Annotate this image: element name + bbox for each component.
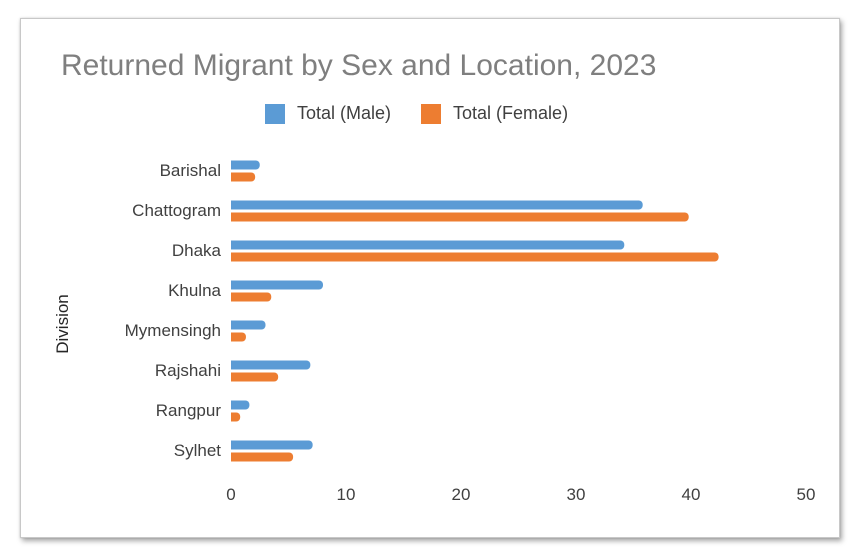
bar-base-male-chattogram xyxy=(231,200,236,210)
bar-male-sylhet xyxy=(231,440,313,450)
legend-item-male: Total (Male) xyxy=(265,103,391,124)
bar-base-male-rangpur xyxy=(231,400,236,410)
bar-base-male-mymensingh xyxy=(231,320,236,330)
bar-female-rajshahi xyxy=(231,372,279,382)
bar-base-female-khulna xyxy=(231,292,236,302)
x-tick-label-20: 20 xyxy=(452,485,471,504)
category-label-rajshahi: Rajshahi xyxy=(155,361,221,380)
chart-legend: Total (Male) Total (Female) xyxy=(265,103,568,124)
chart-title: Returned Migrant by Sex and Location, 20… xyxy=(61,49,657,82)
legend-swatch-female xyxy=(421,103,442,124)
bar-female-chattogram xyxy=(231,212,689,222)
plot-area: Barishal Chattogram Dhaka Khulna Mymensingh R… xyxy=(53,160,816,504)
bar-male-chattogram xyxy=(231,200,643,210)
bar-female-dhaka xyxy=(231,252,719,262)
category-label-chattogram: Chattogram xyxy=(132,201,221,220)
category-label-mymensingh: Mymensingh xyxy=(125,321,221,340)
bar-base-male-khulna xyxy=(231,280,236,290)
bar-base-male-sylhet xyxy=(231,440,236,450)
category-label-khulna: Khulna xyxy=(168,281,221,300)
legend-label-female: Total (Female) xyxy=(453,103,569,123)
category-label-barishal: Barishal xyxy=(160,161,221,180)
bar-base-male-barishal xyxy=(231,160,236,170)
bar-base-female-dhaka xyxy=(231,252,236,262)
bar-base-female-mymensingh xyxy=(231,332,236,342)
bar-base-female-rajshahi xyxy=(231,372,236,382)
bar-male-dhaka xyxy=(231,240,625,250)
x-tick-label-40: 40 xyxy=(682,485,701,504)
x-tick-label-10: 10 xyxy=(337,485,356,504)
x-tick-label-0: 0 xyxy=(226,485,235,504)
bar-male-mymensingh xyxy=(231,320,266,330)
x-tick-label-30: 30 xyxy=(567,485,586,504)
bar-base-female-chattogram xyxy=(231,212,236,222)
category-label-dhaka: Dhaka xyxy=(172,241,222,260)
bar-base-female-barishal xyxy=(231,172,236,182)
legend-label-male: Total (Male) xyxy=(297,103,392,123)
bar-male-khulna xyxy=(231,280,323,290)
category-label-sylhet: Sylhet xyxy=(174,441,222,460)
bar-female-sylhet xyxy=(231,452,294,462)
bar-female-barishal xyxy=(231,172,256,182)
legend-item-female: Total (Female) xyxy=(421,103,568,124)
x-tick-label-50: 50 xyxy=(797,485,816,504)
bar-base-female-sylhet xyxy=(231,452,236,462)
bar-female-khulna xyxy=(231,292,272,302)
y-axis-title: Division xyxy=(53,294,72,354)
bar-male-rajshahi xyxy=(231,360,311,370)
bar-base-male-dhaka xyxy=(231,240,236,250)
bar-base-male-rajshahi xyxy=(231,360,236,370)
bar-male-barishal xyxy=(231,160,260,170)
legend-swatch-male xyxy=(265,103,285,124)
bar-base-female-rangpur xyxy=(231,412,236,422)
category-label-rangpur: Rangpur xyxy=(156,401,222,420)
chart-frame: Returned Migrant by Sex and Location, 20… xyxy=(20,18,840,538)
